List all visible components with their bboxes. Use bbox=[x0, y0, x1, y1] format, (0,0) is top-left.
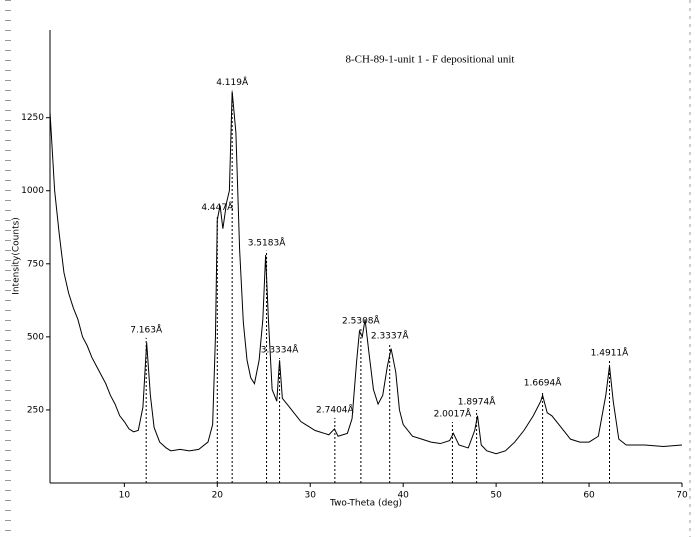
y-axis-label: Intensity(Counts) bbox=[12, 217, 22, 295]
x-tick-label: 10 bbox=[119, 491, 131, 501]
y-tick-label: 250 bbox=[27, 405, 44, 415]
peak-label: 4.447Å bbox=[201, 201, 234, 213]
peak-label: 2.0017Å bbox=[434, 408, 472, 420]
x-tick-label: 20 bbox=[212, 491, 224, 501]
diffraction-line bbox=[49, 91, 683, 455]
peak-label: 1.6694Å bbox=[524, 377, 562, 389]
peak-label: 1.8974Å bbox=[458, 396, 496, 408]
y-tick-label: 1250 bbox=[21, 113, 44, 123]
x-tick-label: 60 bbox=[583, 491, 595, 501]
x-axis-label: Two-Theta (deg) bbox=[329, 499, 402, 509]
x-tick-label: 70 bbox=[676, 491, 688, 501]
peak-label: 1.4911Å bbox=[591, 346, 629, 358]
peak-label: 2.3337Å bbox=[371, 329, 409, 341]
y-tick-label: 750 bbox=[27, 259, 44, 269]
peak-label: 2.5308Å bbox=[342, 314, 380, 326]
peak-label: 3.3334Å bbox=[261, 344, 299, 356]
x-tick-label: 30 bbox=[305, 491, 317, 501]
peak-label: 2.7404Å bbox=[316, 403, 354, 415]
peak-label: 4.119Å bbox=[216, 76, 249, 88]
chart-title: 8-CH-89-1-unit 1 - F depositional unit bbox=[346, 54, 515, 66]
x-tick-label: 50 bbox=[490, 491, 502, 501]
x-tick-label: 40 bbox=[397, 491, 409, 501]
peak-label: 3.5183Å bbox=[248, 236, 286, 248]
peak-label: 7.163Å bbox=[130, 323, 163, 335]
y-tick-label: 1000 bbox=[21, 186, 44, 196]
y-tick-label: 500 bbox=[27, 332, 44, 342]
